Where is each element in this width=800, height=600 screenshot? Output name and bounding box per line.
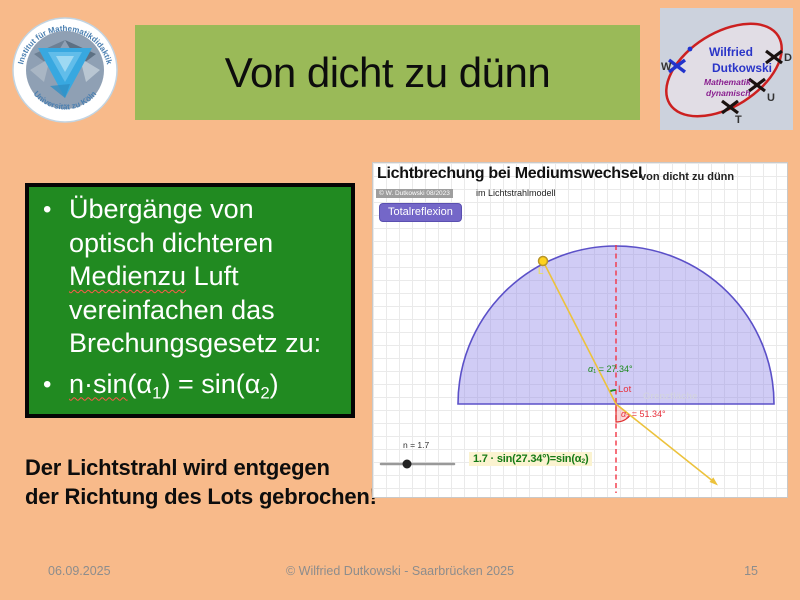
- author-tag-line1: Mathematik: [704, 77, 752, 87]
- statement-text: Der Lichtstrahl wird entgegen der Richtu…: [25, 453, 377, 511]
- formula-seg2: (α: [127, 368, 153, 399]
- angle2-symbol: α: [621, 409, 627, 419]
- author-name-line1: Wilfried: [709, 45, 753, 59]
- statement-line2: der Richtung des Lots gebrochen!: [25, 484, 377, 509]
- content-box: • Übergänge von optisch dichteren Medien…: [25, 183, 355, 418]
- totalreflexion-button[interactable]: Totalreflexion: [379, 203, 462, 222]
- bullet-1-line4: vereinfachen das: [69, 294, 275, 325]
- bullet-1-line1: Übergänge von: [69, 194, 254, 224]
- angle1-symbol: α: [588, 364, 594, 374]
- light-source-point[interactable]: [537, 255, 549, 267]
- university-logo-image: Institut für Mathematikdidaktik Universi…: [12, 17, 118, 123]
- author-logo: W D U T Wilfried Dutkowski Mathematik dy…: [660, 8, 793, 130]
- refracted-ray: [615, 403, 715, 483]
- boundary-label: Grenzfläche: [643, 391, 698, 402]
- statement-line1: Der Lichtstrahl wird entgegen: [25, 455, 330, 480]
- applet-copyright-badge: © W. Dutkowski 08/2023: [376, 189, 453, 198]
- n-slider-handle[interactable]: [402, 459, 412, 469]
- slide-title: Von dicht zu dünn: [224, 48, 551, 96]
- bullet-item-2: • n·sin(α1) = sin(α2): [39, 368, 347, 410]
- title-banner: Von dicht zu dünn: [135, 25, 640, 120]
- ray-arrowhead-icon: [709, 477, 718, 486]
- formula-seg4: ): [269, 368, 279, 399]
- marker-w-label: W: [661, 61, 672, 73]
- applet-subtitle: im Lichtstrahlmodell: [476, 188, 556, 198]
- geogebra-applet: Lichtbrechung bei Mediumswechsel von dic…: [372, 162, 788, 498]
- applet-subtitle-right: von dicht zu dünn: [640, 171, 735, 183]
- footer-date: 06.09.2025: [48, 564, 111, 578]
- bullet-1-line3: Medienzu Luft: [69, 260, 347, 294]
- bullet-1-line2: optisch dichteren: [69, 227, 274, 258]
- formula-sub2: 2: [260, 382, 270, 402]
- bullet-1-line3-rest: Luft: [186, 261, 239, 291]
- applet-title: Lichtbrechung bei Mediumswechsel: [377, 165, 643, 182]
- angle1-value: = 27.34°: [596, 364, 633, 374]
- n-slider-label: n = 1.7: [403, 440, 430, 450]
- bullet-dot: •: [43, 370, 52, 398]
- ellipse-point-icon: [687, 46, 693, 52]
- angle2-sub: 2: [626, 413, 630, 420]
- marker-d-cross-icon: [765, 49, 783, 65]
- angle2-label: α2 = 51.34°: [621, 409, 666, 420]
- marker-t-label: T: [735, 114, 742, 126]
- marker-t-cross-icon: [721, 99, 739, 115]
- footer-credit: © Wilfried Dutkowski - Saarbrücken 2025: [285, 564, 515, 578]
- author-logo-image: W D U T Wilfried Dutkowski Mathematik dy…: [660, 8, 793, 130]
- angle2-value: = 51.34°: [629, 409, 666, 419]
- applet-diagram: [379, 245, 775, 493]
- author-tag-line2: dynamisch: [706, 88, 750, 98]
- applet-formula: 1.7 · sin(27.34°)=sin(α2): [469, 452, 593, 467]
- angle1-label: α1 = 27.34°: [588, 364, 633, 375]
- bullet-1-line5: Brechungsgesetz zu:: [69, 328, 322, 358]
- lot-label: Lot: [618, 384, 632, 395]
- marker-u-label: U: [767, 92, 775, 104]
- angle1-sub: 1: [593, 368, 597, 375]
- incident-ray: [542, 260, 617, 405]
- formula-wavy-part: n·sin: [69, 368, 128, 399]
- marker-w-cross-icon: [667, 58, 687, 74]
- applet-formula-sub: 2: [581, 458, 585, 466]
- author-name-line2: Dutkowski: [712, 61, 772, 75]
- bullet-dot: •: [43, 196, 52, 223]
- marker-u-cross-icon: [748, 77, 766, 93]
- logo-triangle-mosaic: [30, 40, 100, 98]
- university-logo: Institut für Mathematikdidaktik Universi…: [10, 10, 120, 128]
- formula-sub1: 1: [152, 382, 162, 402]
- marker-d-label: D: [784, 52, 792, 64]
- red-ellipse: [665, 22, 783, 118]
- bullet-1-text: Übergänge von optisch dichteren Medienzu…: [69, 193, 347, 361]
- formula-seg3: ) = sin(α: [161, 368, 261, 399]
- misspelled-word: Medienzu: [69, 261, 187, 291]
- point-l-label: L: [538, 266, 544, 276]
- refraction-law-formula: n·sin(α1) = sin(α2): [69, 368, 347, 410]
- footer-page-number: 15: [744, 564, 758, 578]
- bullet-item-1: • Übergänge von optisch dichteren Medien…: [39, 193, 347, 361]
- applet-formula-seg2: ): [584, 453, 589, 465]
- applet-formula-seg1: 1.7 · sin(27.34°)=sin(α: [473, 453, 582, 465]
